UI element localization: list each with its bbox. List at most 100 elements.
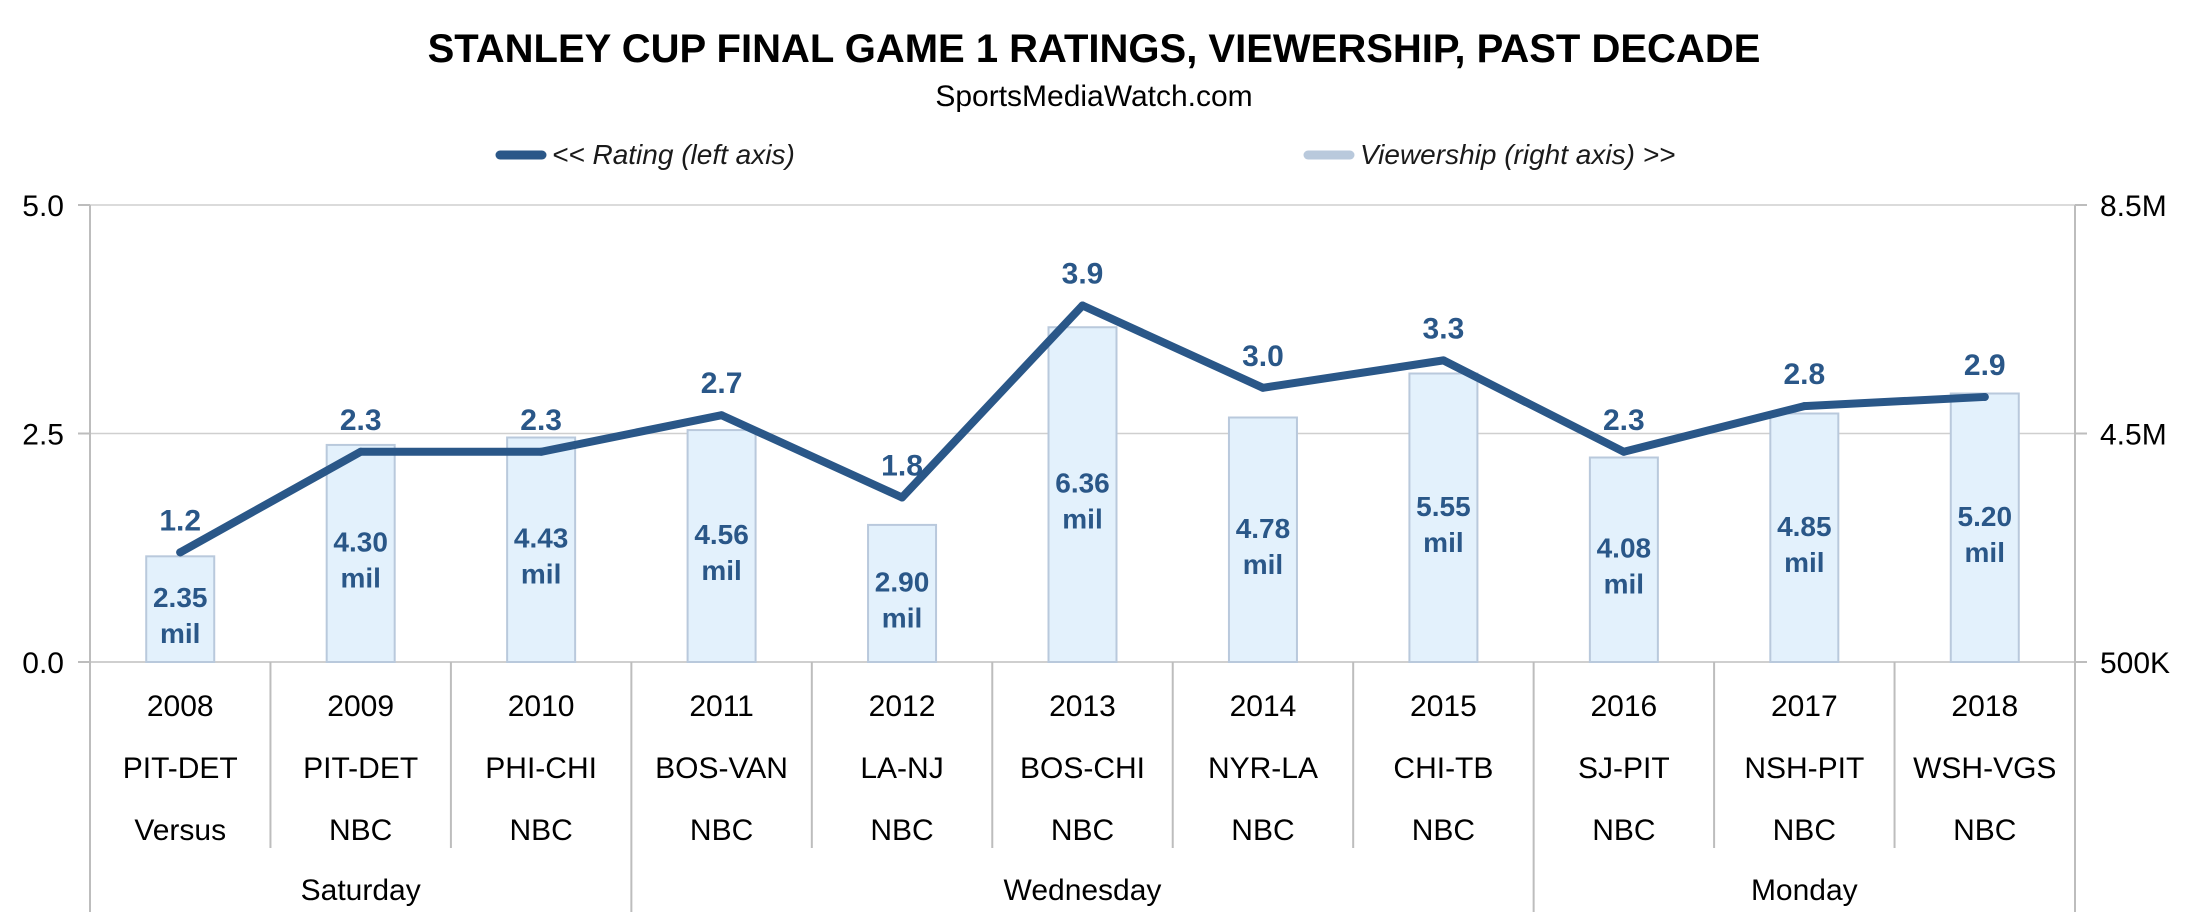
rating-point bbox=[356, 447, 365, 456]
left-axis-tick: 0.0 bbox=[22, 647, 64, 680]
category-matchup: LA-NJ bbox=[860, 752, 943, 785]
day-group-label: Saturday bbox=[301, 874, 421, 907]
viewership-value-label: 5.20 bbox=[1958, 501, 2013, 532]
rating-value-label: 2.3 bbox=[520, 404, 562, 437]
rating-point bbox=[1439, 356, 1448, 365]
legend: << Rating (left axis) Viewership (right … bbox=[495, 139, 1675, 170]
category-network: NBC bbox=[1953, 814, 2016, 847]
day-group-label: Wednesday bbox=[1004, 874, 1162, 907]
category-year: 2017 bbox=[1771, 690, 1838, 723]
category-matchup: SJ-PIT bbox=[1578, 752, 1670, 785]
viewership-value-label: 5.55 bbox=[1416, 491, 1471, 522]
category-year: 2011 bbox=[689, 690, 754, 723]
viewership-bar bbox=[1588, 456, 1659, 663]
viewership-unit-label: mil bbox=[1423, 527, 1463, 558]
viewership-value-label: 2.90 bbox=[875, 566, 930, 597]
rating-value-label: 3.9 bbox=[1062, 258, 1104, 291]
viewership-unit-label: mil bbox=[521, 559, 561, 590]
category-matchup: NYR-LA bbox=[1208, 752, 1318, 785]
rating-point bbox=[176, 548, 185, 557]
rating-point bbox=[1800, 402, 1809, 411]
category-matchup: PIT-DET bbox=[123, 752, 238, 785]
category-matchup: PIT-DET bbox=[303, 752, 418, 785]
viewership-value-label: 2.35 bbox=[153, 582, 208, 613]
category-year: 2016 bbox=[1590, 690, 1657, 723]
rating-point bbox=[898, 493, 907, 502]
left-axis-tick: 2.5 bbox=[22, 419, 64, 452]
rating-point bbox=[1078, 301, 1087, 310]
category-network: NBC bbox=[329, 814, 392, 847]
viewership-unit-label: mil bbox=[1784, 547, 1824, 578]
category-year: 2014 bbox=[1230, 690, 1297, 723]
rating-point bbox=[1619, 447, 1628, 456]
category-matchup: WSH-VGS bbox=[1913, 752, 2056, 785]
chart-subtitle: SportsMediaWatch.com bbox=[935, 80, 1252, 113]
viewership-bar bbox=[867, 523, 938, 664]
rating-value-label: 1.2 bbox=[159, 504, 201, 537]
viewership-bar bbox=[1047, 326, 1118, 663]
category-matchup: BOS-VAN bbox=[655, 752, 788, 785]
legend-label-rating: << Rating (left axis) bbox=[552, 139, 795, 170]
category-matchup: CHI-TB bbox=[1393, 752, 1493, 785]
viewership-value-label: 4.78 bbox=[1236, 513, 1291, 544]
category-year: 2010 bbox=[508, 690, 575, 723]
viewership-bar bbox=[686, 429, 757, 664]
category-matchup: PHI-CHI bbox=[485, 752, 597, 785]
right-axis-tick: 4.5M bbox=[2100, 419, 2167, 452]
category-year: 2009 bbox=[327, 690, 394, 723]
viewership-unit-label: mil bbox=[1604, 569, 1644, 600]
viewership-bar bbox=[1769, 412, 1840, 663]
viewership-value-label: 4.85 bbox=[1777, 511, 1832, 542]
legend-label-viewership: Viewership (right axis) >> bbox=[1360, 139, 1675, 170]
category-network: NBC bbox=[1412, 814, 1475, 847]
rating-value-label: 2.3 bbox=[340, 404, 382, 437]
viewership-bar bbox=[506, 436, 577, 663]
category-network: NBC bbox=[1592, 814, 1655, 847]
viewership-unit-label: mil bbox=[701, 555, 741, 586]
viewership-bar bbox=[1227, 416, 1298, 663]
category-network: NBC bbox=[690, 814, 753, 847]
category-year: 2013 bbox=[1049, 690, 1116, 723]
category-network: NBC bbox=[1773, 814, 1836, 847]
viewership-value-label: 6.36 bbox=[1055, 468, 1110, 499]
viewership-unit-label: mil bbox=[340, 562, 380, 593]
left-axis-tick: 5.0 bbox=[22, 190, 64, 223]
category-network: Versus bbox=[134, 814, 226, 847]
category-year: 2008 bbox=[147, 690, 214, 723]
right-axis-tick: 500K bbox=[2100, 647, 2170, 680]
category-matchup: BOS-CHI bbox=[1020, 752, 1145, 785]
rating-point bbox=[537, 447, 546, 456]
rating-value-label: 2.9 bbox=[1964, 349, 2006, 382]
category-network: NBC bbox=[1231, 814, 1294, 847]
viewership-bar bbox=[145, 555, 216, 663]
viewership-value-label: 4.43 bbox=[514, 523, 569, 554]
category-network: NBC bbox=[1051, 814, 1114, 847]
category-matchup: NSH-PIT bbox=[1744, 752, 1864, 785]
viewership-value-label: 4.56 bbox=[694, 519, 749, 550]
day-group-label: Monday bbox=[1751, 874, 1858, 907]
rating-value-label: 2.7 bbox=[701, 367, 743, 400]
viewership-value-label: 4.08 bbox=[1597, 533, 1652, 564]
category-network: NBC bbox=[870, 814, 933, 847]
category-year: 2012 bbox=[869, 690, 936, 723]
rating-value-label: 2.3 bbox=[1603, 404, 1645, 437]
rating-point bbox=[1980, 392, 1989, 401]
right-axis-tick: 8.5M bbox=[2100, 190, 2167, 223]
viewership-unit-label: mil bbox=[160, 618, 200, 649]
category-year: 2018 bbox=[1951, 690, 2018, 723]
rating-value-label: 1.8 bbox=[881, 449, 923, 482]
viewership-value-label: 4.30 bbox=[333, 526, 388, 557]
viewership-bar bbox=[325, 443, 396, 663]
rating-value-label: 3.0 bbox=[1242, 340, 1284, 373]
viewership-unit-label: mil bbox=[1062, 504, 1102, 535]
rating-point bbox=[717, 411, 726, 420]
chart-title: STANLEY CUP FINAL GAME 1 RATINGS, VIEWER… bbox=[428, 27, 1761, 71]
viewership-unit-label: mil bbox=[1965, 537, 2005, 568]
viewership-bar bbox=[1408, 372, 1479, 663]
rating-point bbox=[1258, 383, 1267, 392]
rating-value-label: 2.8 bbox=[1783, 358, 1825, 391]
category-network: NBC bbox=[509, 814, 572, 847]
viewership-unit-label: mil bbox=[882, 602, 922, 633]
